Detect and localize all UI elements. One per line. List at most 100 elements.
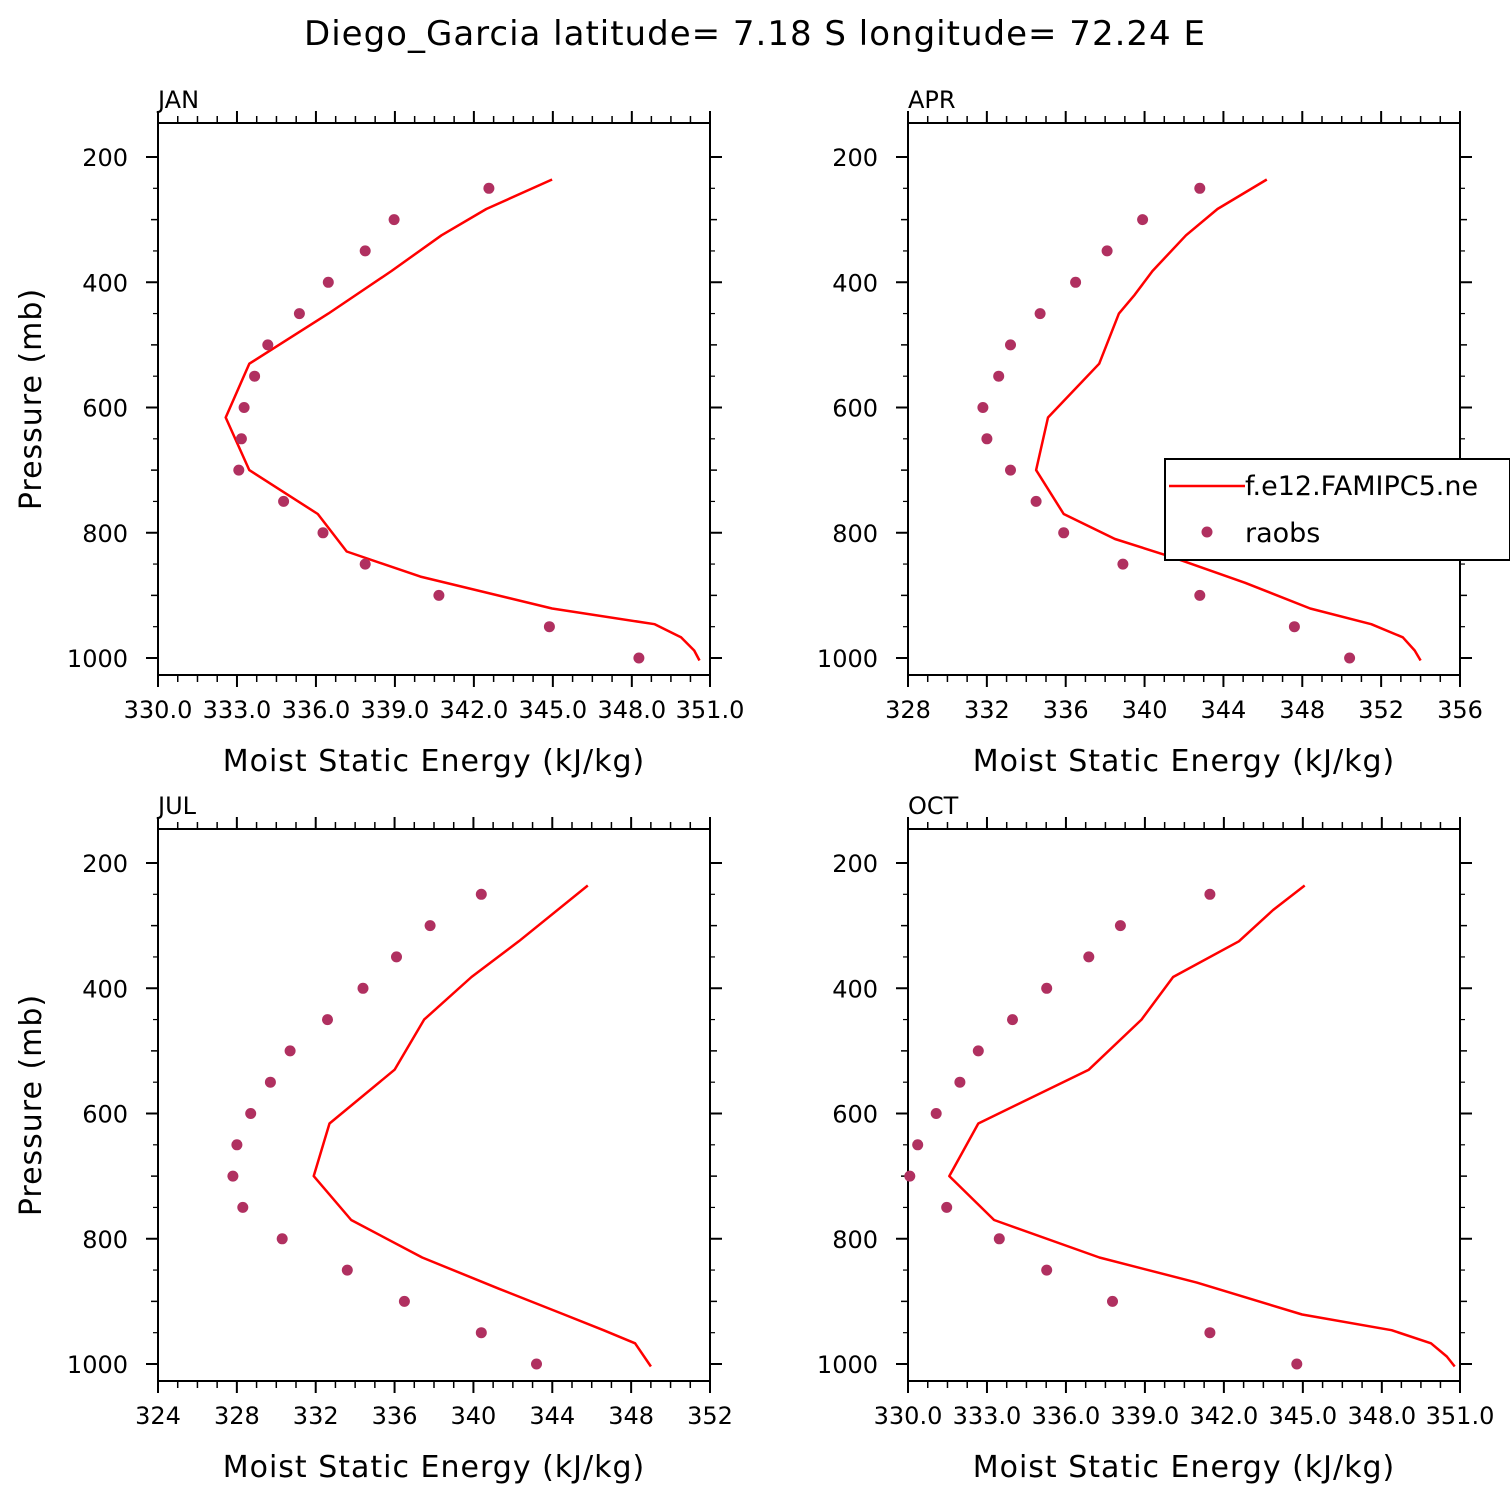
obs-point (954, 1076, 966, 1088)
panel-label: OCT (908, 792, 959, 820)
obs-point (1041, 982, 1053, 994)
obs-point (1101, 245, 1113, 257)
obs-point (278, 495, 290, 507)
obs-point (633, 652, 645, 664)
panel-jan: 330.0 333.0 336.0 339.0 342.0 345.0 348.0 351.0… (14, 86, 744, 779)
obs-point (1070, 276, 1082, 288)
obs-point (245, 1108, 257, 1119)
obs-point (231, 1139, 243, 1151)
x-tick-label: 336.0 (282, 696, 351, 724)
y-tick-label: 400 (832, 975, 878, 1003)
x-tick-label: 336 (372, 1402, 418, 1430)
obs-point (357, 982, 369, 994)
x-tick-label: 339.0 (1111, 1402, 1180, 1430)
x-tick-label: 352 (1358, 696, 1404, 724)
x-axis-label: Moist Static Energy (kJ/kg) (973, 1450, 1396, 1485)
obs-point (1005, 339, 1016, 351)
obs-point (1204, 888, 1216, 900)
legend-obs-label: raobs (1245, 518, 1320, 549)
obs-point (341, 1264, 353, 1276)
y-tick-label: 600 (82, 395, 128, 423)
y-tick-label: 200 (82, 144, 128, 172)
x-tick-label: 340 (451, 1402, 497, 1430)
x-tick-label: 351.0 (676, 696, 745, 724)
obs-point (227, 1170, 239, 1182)
obs-point (424, 920, 436, 932)
obs-point (233, 464, 245, 476)
obs-point (543, 621, 555, 633)
y-axis-label: Pressure (mb) (14, 994, 49, 1216)
obs-point (359, 558, 371, 570)
obs-point (1194, 182, 1206, 194)
panel-oct: 330.0 333.0 336.0 339.0 342.0 345.0 348.0 351.0… (817, 792, 1494, 1485)
obs-point (1117, 558, 1129, 570)
obs-point (1107, 1295, 1118, 1307)
obs-point (1114, 920, 1126, 932)
y-tick-label: 600 (82, 1101, 128, 1129)
y-tick-label: 200 (82, 850, 128, 878)
x-tick-label: 345.0 (1268, 1402, 1337, 1430)
obs-point (1041, 1264, 1053, 1276)
obs-point (1034, 308, 1046, 320)
x-tick-label: 330.0 (874, 1402, 943, 1430)
obs-point (531, 1358, 542, 1370)
x-tick-label: 348.0 (1347, 1402, 1416, 1430)
obs-point (1030, 495, 1042, 507)
x-tick-label: 348 (608, 1402, 654, 1430)
obs-point (1204, 1327, 1216, 1339)
panel-label: APR (908, 86, 956, 114)
y-tick-label: 1000 (67, 1351, 128, 1379)
obs-point (237, 1201, 249, 1213)
y-tick-label: 200 (832, 850, 878, 878)
legend-model-label: f.e12.FAMIPC5.ne (1245, 471, 1478, 502)
obs-point (359, 245, 371, 257)
obs-point (1058, 527, 1070, 539)
obs-point (1007, 1014, 1018, 1026)
x-tick-label: 330.0 (124, 696, 193, 724)
y-tick-label: 200 (832, 144, 878, 172)
obs-point (388, 214, 400, 226)
x-tick-label: 332 (964, 696, 1010, 724)
x-tick-label: 340 (1122, 696, 1168, 724)
obs-point (930, 1108, 942, 1119)
obs-point (1291, 1358, 1303, 1370)
legend-obs-marker (1201, 526, 1213, 538)
x-tick-label: 333.0 (203, 696, 272, 724)
y-tick-label: 1000 (817, 645, 878, 673)
obs-point (972, 1045, 984, 1057)
x-tick-label: 342.0 (1190, 1402, 1259, 1430)
panel-label: JUL (156, 792, 197, 820)
x-tick-label: 333.0 (953, 1402, 1022, 1430)
obs-point (433, 589, 445, 601)
obs-point (941, 1201, 953, 1213)
x-tick-label: 351.0 (1426, 1402, 1495, 1430)
obs-point (1194, 589, 1206, 601)
obs-point (977, 402, 989, 413)
obs-point (284, 1045, 296, 1057)
y-tick-label: 600 (832, 395, 878, 423)
y-axis-label: Pressure (mb) (14, 288, 49, 510)
panel-apr: 328 332 336 340 344 348 352 356 200 400 600 800 1000… (817, 86, 1483, 779)
panel-jul: 324 328 332 336 340 344 348 352 200 400 600 800 1000… (14, 792, 733, 1485)
panel-label: JAN (156, 86, 199, 114)
x-tick-label: 336.0 (1032, 1402, 1101, 1430)
obs-point (249, 370, 261, 382)
x-tick-label: 336 (1043, 696, 1089, 724)
obs-point (912, 1139, 924, 1151)
obs-point (398, 1295, 410, 1307)
x-axis-label: Moist Static Energy (kJ/kg) (223, 744, 646, 779)
x-tick-label: 352 (687, 1402, 733, 1430)
x-tick-label: 348.0 (597, 696, 666, 724)
legend: f.e12.FAMIPC5.ne raobs (1164, 458, 1510, 561)
figure-title: Diego_Garcia latitude= 7.18 S longitude=… (304, 14, 1206, 54)
obs-point (475, 1327, 487, 1339)
y-tick-label: 1000 (817, 1351, 878, 1379)
obs-point (904, 1170, 916, 1182)
y-tick-label: 1000 (67, 645, 128, 673)
y-tick-label: 800 (832, 1226, 878, 1254)
obs-point (322, 1014, 333, 1026)
obs-point (1344, 652, 1356, 664)
x-axis-label: Moist Static Energy (kJ/kg) (973, 744, 1396, 779)
